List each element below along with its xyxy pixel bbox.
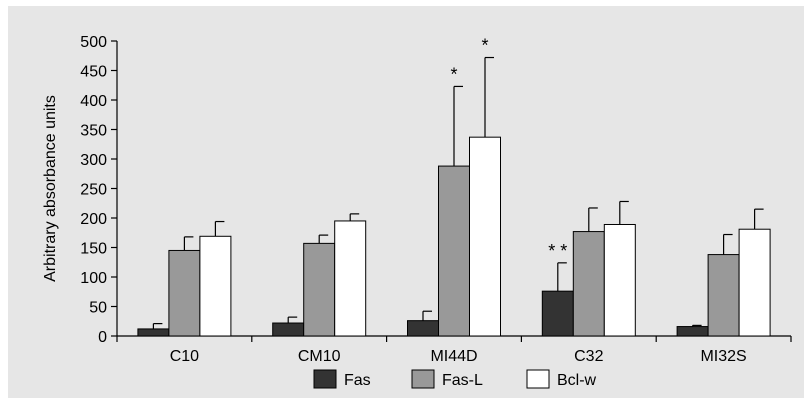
bar [572,231,605,337]
bar [407,320,439,337]
x-category-label: C10 [170,348,199,365]
legend-label: Bcl-w [557,372,597,389]
bar [137,328,170,337]
significance-marker: * [481,36,488,56]
bar [603,223,636,337]
legend: Fas Fas-L Bcl-w [313,369,597,389]
bars [137,56,771,337]
y-tick-label: 50 [89,300,107,317]
y-tick-label: 100 [80,270,107,287]
bar [334,220,367,337]
axes: 0 50 100 150 200 250 300 350 400 450 500 Arbitrary … [42,34,792,346]
y-tick-label: 450 [80,64,107,81]
significance-marker: * * [548,241,567,261]
bar [469,136,501,337]
y-tick-label: 250 [80,182,107,199]
significance-marker: * [450,64,457,84]
bar [707,254,740,337]
bar [272,322,305,337]
y-tick-label: 150 [80,241,107,258]
bar [738,228,771,337]
y-tick-label: 400 [80,93,107,110]
labels: C10 CM10 MI44D C32 MI32S * * * * [170,36,747,365]
bar [541,290,574,337]
bar [303,242,336,337]
bar [199,235,232,337]
y-axis-title: Arbitrary absorbance units [42,95,59,282]
y-tick-label: 0 [98,329,107,346]
bar [438,165,470,337]
bar [676,326,709,337]
legend-swatch [526,369,550,389]
legend-swatch [411,369,435,389]
legend-label: Fas-L [442,372,483,389]
bar [168,249,201,337]
legend-label: Fas [344,372,371,389]
x-category-label: CM10 [298,348,341,365]
y-tick-label: 200 [80,211,107,228]
x-category-label: C32 [574,348,603,365]
legend-swatch [313,369,337,389]
y-tick-label: 350 [80,123,107,140]
x-category-label: MI32S [700,348,746,365]
y-tick-label: 300 [80,152,107,169]
y-tick-label: 500 [80,34,107,51]
x-category-label: MI44D [430,348,477,365]
